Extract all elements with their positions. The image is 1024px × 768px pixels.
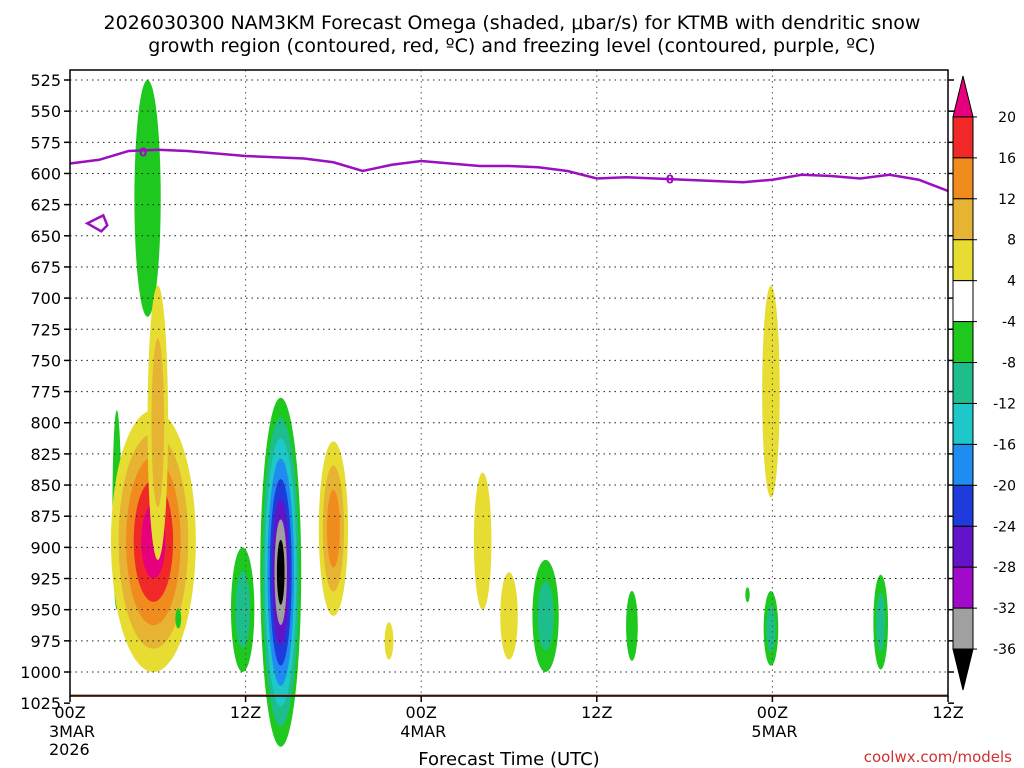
colorbar-label-1: 16 — [998, 151, 1016, 167]
x-tick-year-0: 2026 — [49, 740, 90, 759]
colorbar-segment-0 — [952, 75, 974, 118]
colorbar-label-0: 20 — [998, 110, 1016, 126]
colorbar-segment-14 — [952, 648, 974, 691]
omega-cell-9-level-0 — [473, 472, 492, 610]
freezing-level-label-1: 0 — [666, 173, 674, 187]
colorbar-label-7: -12 — [993, 396, 1016, 412]
colorbar-label-5: -4 — [1002, 315, 1016, 331]
x-tick-date-2: 4MAR — [400, 722, 446, 741]
colorbar-segment-3 — [952, 198, 974, 241]
colorbar-segment-8 — [952, 402, 974, 445]
colorbar-segment-5 — [952, 280, 974, 323]
colorbar: 20 16 12 8 4 -4 -8 -12 -16 -20 -24 -28 -32 -36 — [952, 75, 1016, 691]
x-tick-label-5: 12Z — [932, 703, 963, 722]
y-tick-label-6: 675 — [30, 258, 61, 277]
freezing-level-loop — [84, 213, 109, 233]
y-tick-label-11: 800 — [30, 414, 61, 433]
omega-cell-12-level-0 — [626, 590, 638, 661]
y-axis-ticks: 525 550 575 600 625 650 675 700 725 750 775 800 825 8… — [20, 71, 954, 713]
y-tick-label-7: 700 — [30, 289, 61, 308]
y-tick-label-8: 725 — [30, 320, 61, 339]
colorbar-label-11: -28 — [993, 560, 1016, 576]
plot-frame — [69, 69, 949, 697]
x-tick-label-4: 00Z — [757, 703, 788, 722]
colorbar-segment-12 — [952, 566, 974, 609]
y-tick-label-12: 825 — [30, 445, 61, 464]
y-tick-label-15: 900 — [30, 538, 61, 557]
omega-cell-4-level-0 — [175, 608, 182, 629]
y-tick-label-19: 1000 — [20, 663, 61, 682]
colorbar-segment-1 — [952, 116, 974, 159]
colorbar-label-8: -16 — [993, 437, 1016, 453]
x-tick-label-1: 12Z — [230, 703, 261, 722]
x-tick-label-3: 12Z — [581, 703, 612, 722]
colorbar-segment-13 — [952, 607, 974, 650]
omega-cell-6-level-1 — [235, 571, 250, 649]
y-tick-label-20: 1025 — [20, 694, 61, 713]
omega-cell-14-level-0 — [762, 285, 780, 498]
y-tick-label-13: 850 — [30, 476, 61, 495]
y-tick-label-4: 625 — [30, 196, 61, 215]
freezing-level-label-0: 0 — [139, 145, 147, 159]
y-tick-label-17: 950 — [30, 601, 61, 620]
y-tick-label-1: 550 — [30, 102, 61, 121]
x-tick-label-2: 00Z — [406, 703, 437, 722]
x-tick-date-0: 3MAR — [49, 722, 95, 741]
y-tick-label-2: 575 — [30, 133, 61, 152]
y-tick-label-10: 775 — [30, 383, 61, 402]
omega-cell-10-level-0 — [500, 572, 518, 660]
colorbar-label-13: -36 — [993, 642, 1016, 658]
colorbar-segment-9 — [952, 443, 974, 486]
omega-cell-5-level-7 — [276, 539, 285, 605]
x-axis-label: Forecast Time (UTC) — [418, 749, 599, 768]
omega-cell-7-level-2 — [326, 489, 340, 568]
freezing-level-contour: 00 — [69, 145, 949, 233]
colorbar-label-12: -32 — [993, 601, 1016, 617]
ground-fill — [70, 694, 948, 696]
colorbar-segment-10 — [952, 484, 974, 527]
x-tick-label-0: 00Z — [54, 703, 85, 722]
y-tick-label-3: 600 — [30, 164, 61, 183]
freezing-level-line — [69, 148, 949, 193]
colorbar-segment-6 — [952, 321, 974, 364]
colorbar-label-2: 12 — [998, 192, 1016, 208]
omega-cell-0-level-0 — [134, 79, 161, 317]
chart-title-line2: growth region (contoured, red, ºC) and f… — [148, 35, 875, 57]
ground-band — [70, 694, 948, 696]
omega-cell-13-level-0 — [745, 587, 750, 603]
y-tick-label-16: 925 — [30, 570, 61, 589]
colorbar-segment-11 — [952, 525, 974, 568]
colorbar-label-3: 8 — [1007, 233, 1016, 249]
chart-title-line1: 2026030300 NAM3KM Forecast Omega (shaded… — [104, 12, 921, 34]
y-tick-label-14: 875 — [30, 507, 61, 526]
colorbar-label-10: -24 — [993, 519, 1016, 535]
y-tick-label-18: 975 — [30, 632, 61, 651]
colorbar-label-6: -8 — [1002, 356, 1016, 372]
y-tick-label-9: 750 — [30, 351, 61, 370]
colorbar-segment-2 — [952, 157, 974, 200]
credit-text: coolwx.com/models — [864, 748, 1012, 766]
omega-cell-3-level-1 — [151, 338, 165, 508]
omega-cell-11-level-1 — [537, 581, 554, 651]
omega-cell-16-level-1 — [876, 593, 886, 652]
colorbar-label-4: 4 — [1007, 274, 1016, 290]
y-tick-label-5: 650 — [30, 227, 61, 246]
x-tick-date-4: 5MAR — [751, 722, 797, 741]
omega-cell-15-level-1 — [766, 605, 776, 652]
colorbar-segment-4 — [952, 239, 974, 282]
y-tick-label-0: 525 — [30, 71, 61, 90]
colorbar-segment-7 — [952, 362, 974, 404]
colorbar-label-9: -20 — [993, 478, 1016, 494]
